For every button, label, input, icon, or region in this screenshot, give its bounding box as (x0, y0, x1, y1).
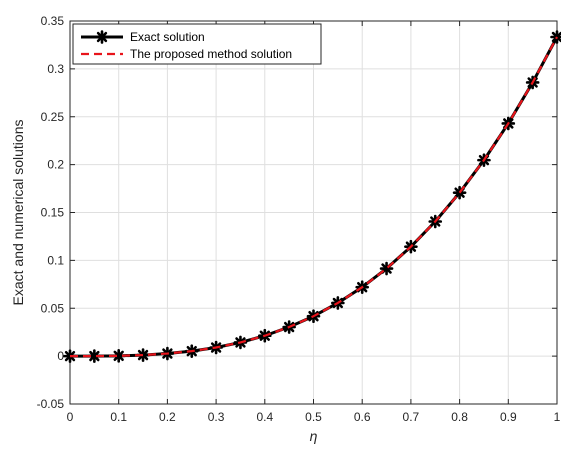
star-marker-stroke (113, 350, 124, 362)
y-tick-label: 0.25 (41, 110, 65, 124)
series-layer (63, 30, 561, 363)
y-tick-label: 0.3 (47, 62, 64, 76)
x-tick-label: 0.5 (305, 410, 322, 424)
x-tick-label: 1 (554, 410, 561, 424)
x-tick-label: 0.1 (110, 410, 127, 424)
x-tick-label: 0.8 (451, 410, 468, 424)
axis-ticks: 0 0.1 0.2 0.3 0.4 0.5 0.6 0.7 0.8 0.9 1-0.0500.050… (37, 14, 561, 424)
y-tick-label: 0.05 (41, 301, 65, 315)
x-tick-label: 0.2 (159, 410, 176, 424)
y-axis-label: Exact and numerical solutions (10, 120, 26, 306)
x-tick-label: 0.4 (256, 410, 273, 424)
legend-box (72, 23, 322, 65)
legend-exact-label: Exact solution (130, 30, 205, 44)
x-tick-label: 0 (67, 410, 74, 424)
star-marker-stroke (96, 31, 108, 43)
legend-proposed-label: The proposed method solution (130, 47, 292, 61)
x-tick-label: 0.6 (354, 410, 371, 424)
grid (69, 20, 558, 405)
y-tick-label: -0.05 (37, 397, 65, 411)
x-tick-label: 0.7 (403, 410, 420, 424)
exact-solution-markers (63, 30, 561, 363)
star-marker-stroke (137, 349, 149, 361)
legend-exact-marker (95, 30, 109, 44)
y-tick-label: 0.1 (47, 253, 64, 267)
proposed-method-line (69, 36, 558, 358)
y-tick-label: 0.2 (47, 158, 64, 172)
star-marker-stroke (89, 350, 100, 362)
x-tick-label: 0.3 (208, 410, 225, 424)
y-tick-label: 0.15 (41, 206, 65, 220)
y-tick-label: 0.35 (41, 14, 65, 28)
x-axis-label: η (310, 428, 318, 444)
y-tick-label: 0 (57, 349, 64, 363)
legend: Exact solution The proposed method soluti… (72, 23, 322, 65)
x-tick-label: 0.9 (500, 410, 517, 424)
legend-entries: Exact solution The proposed method soluti… (81, 30, 292, 61)
